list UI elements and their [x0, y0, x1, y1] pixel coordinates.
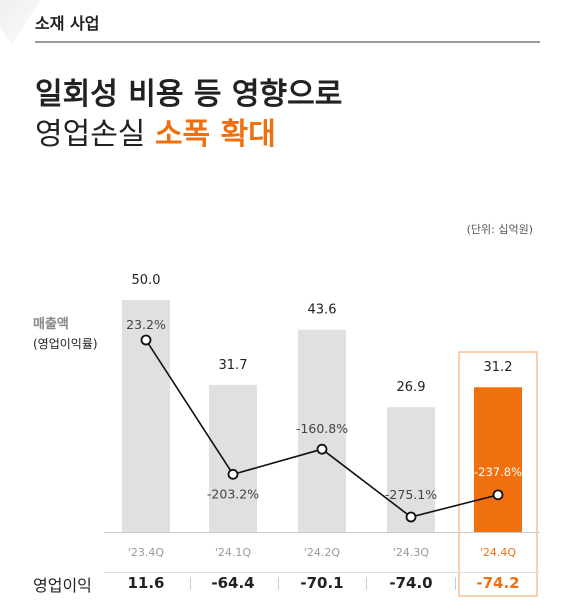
revenue-label: 43.6 — [308, 303, 337, 318]
op-income-value: -74.2 — [476, 574, 519, 592]
revenue-label: 26.9 — [397, 380, 426, 395]
op-income-value: 11.6 — [127, 574, 164, 592]
op-income-value: -64.4 — [211, 574, 254, 592]
op-income-value: -74.0 — [389, 574, 432, 592]
revenue-bar — [298, 329, 346, 532]
op-income-value: -70.1 — [300, 574, 343, 592]
title-highlight: 소폭 확대 — [154, 117, 276, 152]
margin-label: -237.8% — [474, 465, 522, 479]
margin-point — [316, 443, 328, 455]
section-label: 소재 사업 — [35, 14, 100, 33]
title-line-1: 일회성 비용 등 영향으로 — [35, 77, 343, 112]
margin-point — [492, 489, 504, 501]
x-tick-label: '24.4Q — [480, 546, 517, 559]
title-line-2: 영업손실 소폭 확대 — [35, 115, 342, 155]
revenue-bar — [387, 407, 435, 532]
margin-label: -160.8% — [296, 421, 348, 436]
legend-margin: (영업이익률) — [33, 337, 98, 351]
title-plain: 영업손실 — [35, 117, 146, 152]
margin-label: 23.2% — [126, 317, 166, 332]
margin-label: -275.1% — [385, 487, 437, 502]
revenue-label: 50.0 — [132, 273, 161, 288]
series-legend: 매출액 (영업이익률) — [33, 313, 98, 352]
highlight-frame — [458, 351, 538, 597]
header-divider — [35, 41, 540, 43]
margin-point — [140, 334, 152, 346]
x-tick-label: '24.3Q — [393, 546, 430, 559]
x-tick-label: '23.4Q — [128, 546, 165, 559]
op-income-label: 영업이익 — [33, 576, 92, 595]
margin-label: -203.2% — [207, 486, 259, 501]
revenue-label: 31.7 — [219, 358, 248, 373]
page-title: 일회성 비용 등 영향으로 영업손실 소폭 확대 — [35, 75, 342, 155]
margin-point — [227, 468, 239, 480]
revenue-bar — [474, 387, 522, 532]
margin-point — [405, 511, 417, 523]
unit-label: (단위: 십억원) — [466, 223, 533, 236]
legend-revenue: 매출액 — [33, 317, 69, 332]
x-tick-label: '24.1Q — [215, 546, 252, 559]
revenue-label: 31.2 — [484, 360, 513, 375]
revenue-bar — [209, 384, 257, 532]
x-tick-label: '24.2Q — [304, 546, 341, 559]
